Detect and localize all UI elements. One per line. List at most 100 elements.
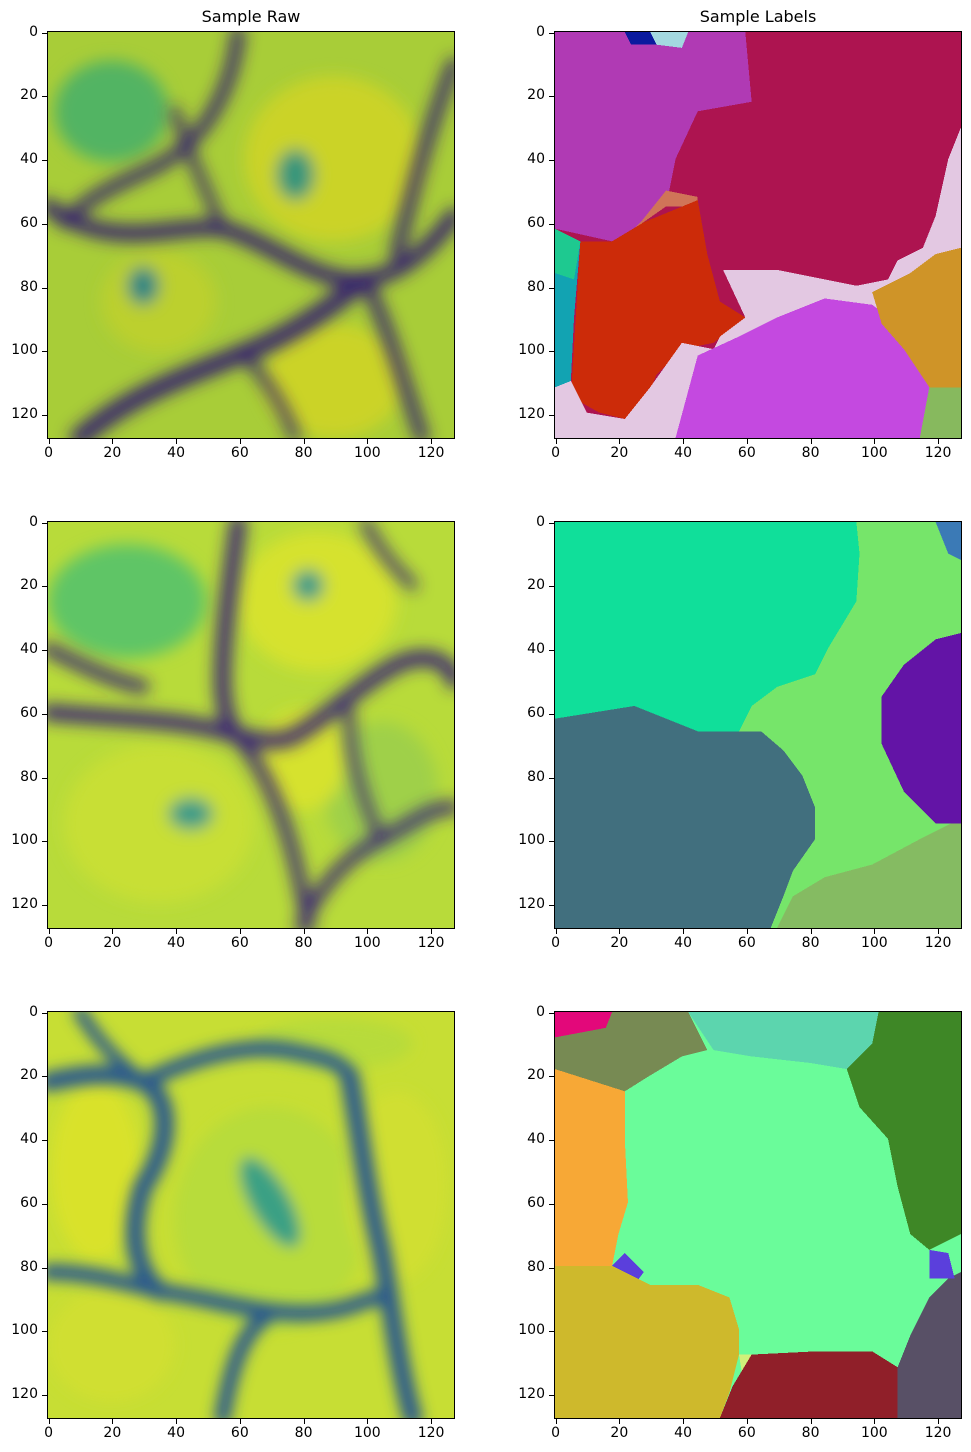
x-tick-mark [810, 929, 812, 934]
column-title-labels: Sample Labels [699, 7, 817, 26]
x-tick-label: 40 [674, 1425, 692, 1441]
y-tick-mark [549, 415, 554, 417]
raw-image-panel-3 [47, 1011, 455, 1419]
y-tick-mark [549, 522, 554, 524]
x-tick-label: 120 [924, 445, 952, 461]
y-tick-label: 60 [527, 704, 545, 721]
x-tick-label: 80 [801, 445, 820, 461]
x-tick-label: 120 [924, 935, 952, 951]
y-tick-label: 0 [29, 513, 38, 530]
y-tick-mark [42, 1140, 47, 1142]
x-tick-label: 60 [230, 445, 249, 461]
x-tick-mark [239, 439, 241, 444]
y-tick-label: 20 [20, 87, 38, 104]
y-tick-label: 0 [29, 23, 38, 40]
x-tick-mark [239, 929, 241, 934]
x-tick-mark [619, 439, 621, 444]
y-tick-mark [42, 223, 47, 225]
x-tick-mark [938, 929, 940, 934]
y-tick-label: 60 [527, 214, 545, 231]
y-tick-label: 120 [518, 896, 545, 913]
x-tick-label: 40 [674, 935, 692, 951]
y-tick-mark [549, 1331, 554, 1333]
y-tick-mark [549, 1267, 554, 1269]
y-tick-label: 20 [20, 1067, 38, 1084]
x-tick-label: 100 [353, 1425, 381, 1441]
y-tick-mark [549, 1395, 554, 1397]
y-tick-label: 0 [536, 23, 545, 40]
x-tick-mark [431, 1419, 433, 1424]
y-tick-label: 100 [518, 342, 545, 359]
y-tick-mark [549, 1203, 554, 1205]
y-tick-label: 0 [29, 1003, 38, 1020]
x-tick-label: 20 [103, 1425, 122, 1441]
x-tick-mark [48, 1419, 50, 1424]
x-tick-label: 20 [610, 1425, 629, 1441]
y-tick-label: 60 [20, 214, 38, 231]
y-tick-label: 20 [20, 577, 38, 594]
x-tick-mark [746, 929, 748, 934]
y-tick-label: 60 [527, 1194, 545, 1211]
y-tick-label: 80 [20, 768, 38, 785]
y-tick-mark [42, 1267, 47, 1269]
y-tick-label: 100 [11, 1322, 38, 1339]
x-tick-mark [683, 929, 685, 934]
x-tick-label: 20 [103, 935, 122, 951]
x-tick-label: 100 [353, 935, 381, 951]
y-tick-label: 120 [518, 1386, 545, 1403]
x-tick-label: 80 [801, 935, 820, 951]
y-tick-label: 80 [527, 1258, 545, 1275]
x-tick-label: 120 [417, 1425, 445, 1441]
x-tick-mark [48, 929, 50, 934]
y-tick-label: 100 [11, 832, 38, 849]
y-tick-mark [42, 650, 47, 652]
y-tick-mark [549, 586, 554, 588]
x-tick-label: 60 [230, 1425, 249, 1441]
y-tick-mark [42, 1012, 47, 1014]
y-tick-mark [549, 777, 554, 779]
raw-image-panel-1 [47, 31, 455, 439]
y-tick-mark [549, 841, 554, 843]
y-tick-mark [42, 586, 47, 588]
y-tick-mark [549, 223, 554, 225]
y-tick-mark [42, 841, 47, 843]
y-tick-label: 120 [518, 406, 545, 423]
x-tick-label: 100 [860, 935, 888, 951]
column-title-raw: Sample Raw [201, 7, 301, 26]
y-tick-mark [42, 287, 47, 289]
y-tick-label: 80 [527, 278, 545, 295]
x-tick-label: 0 [551, 1425, 561, 1441]
y-tick-mark [42, 777, 47, 779]
y-tick-label: 80 [527, 768, 545, 785]
y-tick-label: 0 [536, 513, 545, 530]
label-image-panel-1 [554, 31, 962, 439]
x-tick-mark [431, 929, 433, 934]
x-tick-mark [874, 929, 876, 934]
x-tick-label: 80 [294, 1425, 313, 1441]
x-tick-label: 20 [610, 935, 629, 951]
x-tick-label: 120 [417, 935, 445, 951]
y-tick-mark [549, 96, 554, 98]
x-tick-mark [619, 1419, 621, 1424]
x-tick-mark [176, 439, 178, 444]
x-tick-label: 0 [44, 445, 54, 461]
y-tick-label: 20 [527, 1067, 545, 1084]
y-tick-mark [42, 160, 47, 162]
x-tick-label: 0 [551, 935, 561, 951]
x-tick-label: 60 [737, 935, 756, 951]
y-tick-label: 40 [20, 641, 38, 658]
y-tick-label: 100 [518, 1322, 545, 1339]
x-tick-label: 60 [737, 445, 756, 461]
y-tick-mark [549, 32, 554, 34]
y-tick-label: 60 [20, 704, 38, 721]
y-tick-mark [549, 1076, 554, 1078]
y-tick-mark [42, 905, 47, 907]
x-tick-label: 80 [801, 1425, 820, 1441]
x-tick-label: 80 [294, 935, 313, 951]
y-tick-mark [549, 905, 554, 907]
x-tick-mark [555, 1419, 557, 1424]
x-tick-mark [303, 439, 305, 444]
x-tick-mark [303, 1419, 305, 1424]
y-tick-label: 0 [536, 1003, 545, 1020]
x-tick-mark [555, 439, 557, 444]
